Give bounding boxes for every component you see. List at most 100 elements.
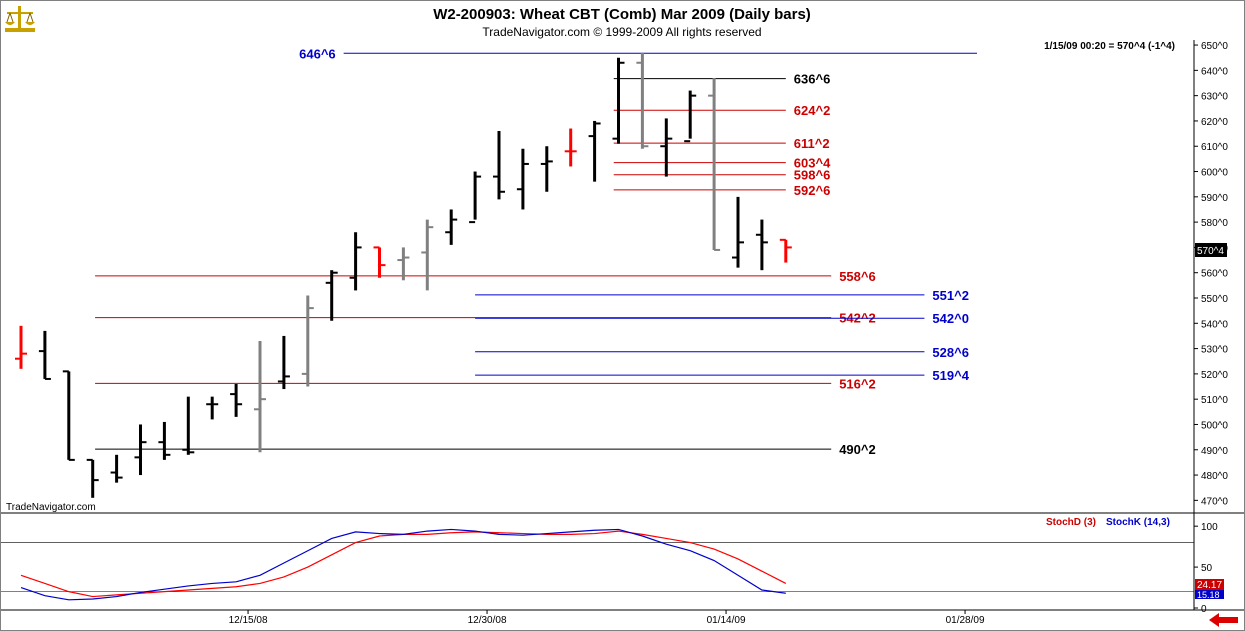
stoch-tick-label: 0 — [1201, 604, 1207, 615]
stoch-line — [20, 528, 786, 601]
ohlc-bar — [38, 330, 51, 380]
price-tick-label: 510^0 — [1201, 395, 1228, 406]
last-price-tag — [1195, 243, 1227, 257]
price-level: 646^6 — [299, 46, 977, 61]
price-level: 542^0 — [475, 311, 969, 326]
level-label: 551^2 — [932, 288, 969, 303]
time-tick-label: 12/30/08 — [468, 615, 507, 626]
ohlc-bar — [373, 246, 386, 278]
ohlc-bar — [445, 209, 458, 245]
price-tick-label: 500^0 — [1201, 420, 1228, 431]
stoch-tick-label: 50 — [1201, 563, 1213, 574]
ohlc-bar — [62, 370, 75, 461]
ohlc-bar — [779, 238, 792, 263]
time-tick-label: 01/14/09 — [707, 615, 746, 626]
price-bars — [15, 52, 792, 498]
ohlc-bar — [636, 52, 649, 149]
price-tick-label: 530^0 — [1201, 345, 1228, 356]
stoch-series — [20, 528, 787, 601]
price-level: 490^2 — [95, 442, 876, 457]
price-level: 519^4 — [475, 368, 970, 383]
ohlc-bar — [564, 128, 577, 167]
ohlc-bar — [516, 148, 529, 210]
price-tick-label: 630^0 — [1201, 92, 1228, 103]
level-label: 646^6 — [299, 46, 336, 61]
level-label: 592^6 — [794, 183, 831, 198]
ohlc-bar — [86, 458, 99, 498]
price-level: 603^4 — [613, 156, 831, 171]
price-level: 592^6 — [613, 183, 831, 198]
price-tick-label: 600^0 — [1201, 168, 1228, 179]
price-tick-label: 560^0 — [1201, 269, 1228, 280]
price-level: 598^6 — [613, 168, 831, 183]
stoch-reference-lines — [1, 542, 1194, 592]
scales-icon[interactable] — [5, 6, 35, 32]
stoch-k-value: 15.18 — [1197, 590, 1220, 600]
price-tick-label: 470^0 — [1201, 496, 1228, 507]
price-tick-label: 590^0 — [1201, 193, 1228, 204]
price-tick-label: 480^0 — [1201, 471, 1228, 482]
ohlc-bar — [397, 247, 410, 281]
stoch-k-tag — [1195, 590, 1224, 599]
watermark-text: TradeNavigator.com — [6, 502, 96, 513]
level-label: 516^2 — [839, 376, 876, 391]
level-label: 624^2 — [794, 103, 831, 118]
ohlc-bar — [206, 396, 219, 420]
price-tick-label: 650^0 — [1201, 41, 1228, 52]
last-quote: 1/15/09 00:20 = 570^4 (-1^4) — [1044, 41, 1175, 52]
ohlc-bar — [684, 90, 697, 143]
level-label: 636^6 — [794, 72, 831, 87]
price-level: 528^6 — [475, 345, 969, 360]
ohlc-bar — [540, 146, 553, 192]
legend-stoch-k: StochK (14,3) — [1106, 517, 1170, 528]
ohlc-bar — [588, 120, 601, 182]
legend-stoch-d: StochD (3) — [1046, 517, 1096, 528]
ohlc-bar — [254, 341, 266, 453]
price-level: 558^6 — [95, 269, 876, 284]
time-axis: 12/15/08 12/30/08 01/14/09 01/28/09 — [229, 610, 985, 626]
ohlc-bar — [660, 118, 673, 177]
ohlc-bar — [493, 131, 505, 200]
price-level: 516^2 — [95, 376, 876, 391]
price-tick-label: 610^0 — [1201, 142, 1228, 153]
chart-title: W2-200903: Wheat CBT (Comb) Mar 2009 (Da… — [433, 6, 811, 23]
level-label: 542^0 — [932, 311, 969, 326]
ohlc-bar — [182, 396, 195, 455]
time-tick-label: 01/28/09 — [946, 615, 985, 626]
ohlc-bar — [15, 325, 27, 369]
stoch-d-value: 24.17 — [1197, 580, 1222, 591]
ohlc-bar — [755, 219, 768, 271]
ohlc-bar — [421, 219, 434, 291]
level-label: 519^4 — [932, 368, 969, 383]
ohlc-bar — [708, 77, 721, 251]
level-label: 598^6 — [794, 168, 831, 183]
level-label: 490^2 — [839, 442, 876, 457]
time-tick-label: 12/15/08 — [229, 615, 268, 626]
ohlc-bar — [277, 335, 290, 390]
ohlc-bar — [732, 196, 744, 268]
ohlc-bar — [349, 232, 362, 291]
stoch-d-tag — [1195, 579, 1224, 590]
left-arrow-icon[interactable] — [1206, 612, 1240, 628]
price-tick-label: 640^0 — [1201, 66, 1228, 77]
stoch-axis: 0 50 100 — [1194, 522, 1218, 615]
last-price-label: 570^4 — [1197, 246, 1224, 257]
price-tick-label: 540^0 — [1201, 319, 1228, 330]
price-tick-label: 550^0 — [1201, 294, 1228, 305]
ohlc-bar — [469, 171, 482, 224]
ohlc-bar — [134, 424, 147, 476]
ohlc-bar — [110, 454, 123, 483]
price-level: 551^2 — [475, 288, 969, 303]
stoch-tick-label: 100 — [1201, 522, 1218, 533]
price-tick-label: 490^0 — [1201, 446, 1228, 457]
ohlc-bar — [158, 421, 171, 460]
level-label: 558^6 — [839, 269, 876, 284]
price-tick-label: 580^0 — [1201, 218, 1228, 229]
level-label: 611^2 — [794, 136, 830, 151]
ohlc-bar — [230, 384, 243, 417]
copyright-text: TradeNavigator.com © 1999-2009 All right… — [482, 25, 761, 39]
ohlc-bar — [325, 270, 338, 321]
